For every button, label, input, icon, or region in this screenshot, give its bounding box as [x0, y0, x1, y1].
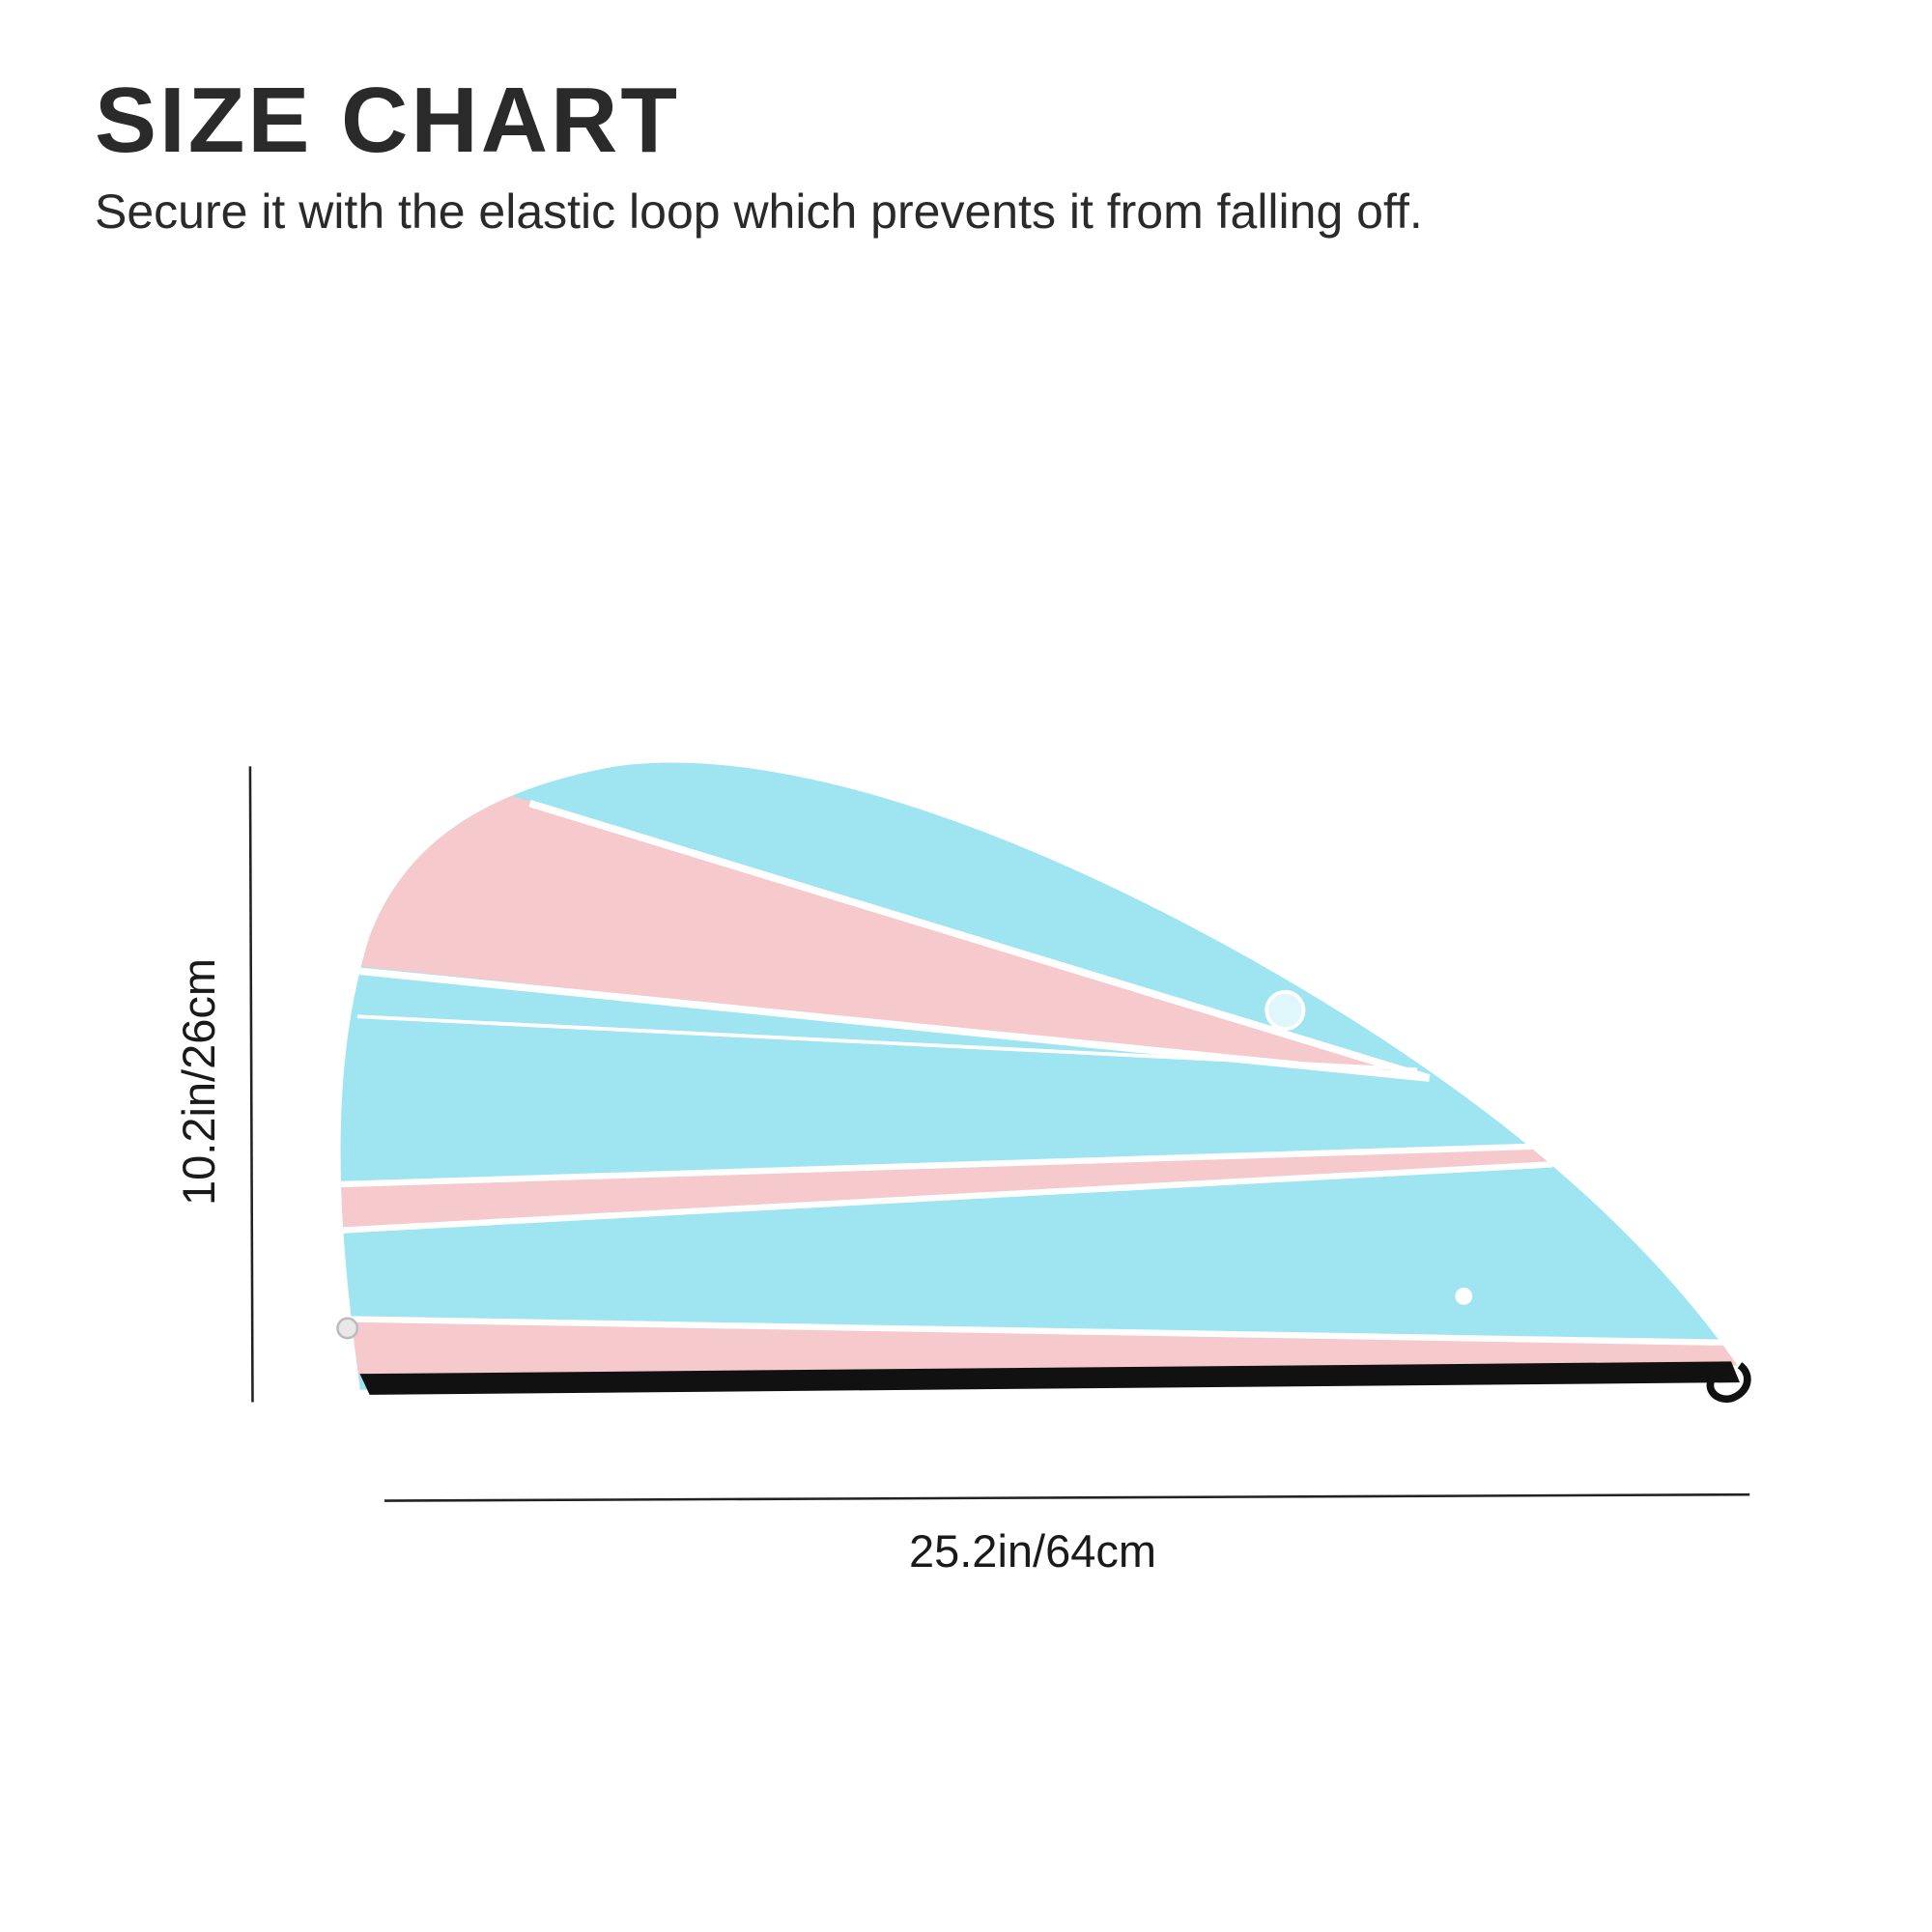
width-label: 25.2in/64cm: [909, 1525, 1156, 1577]
height-label: 10.2in/26cm: [173, 958, 224, 1206]
subtitle: Secure it with the elastic loop which pr…: [95, 185, 1423, 239]
towel: [340, 762, 1738, 1390]
title: SIZE CHART: [95, 69, 680, 172]
